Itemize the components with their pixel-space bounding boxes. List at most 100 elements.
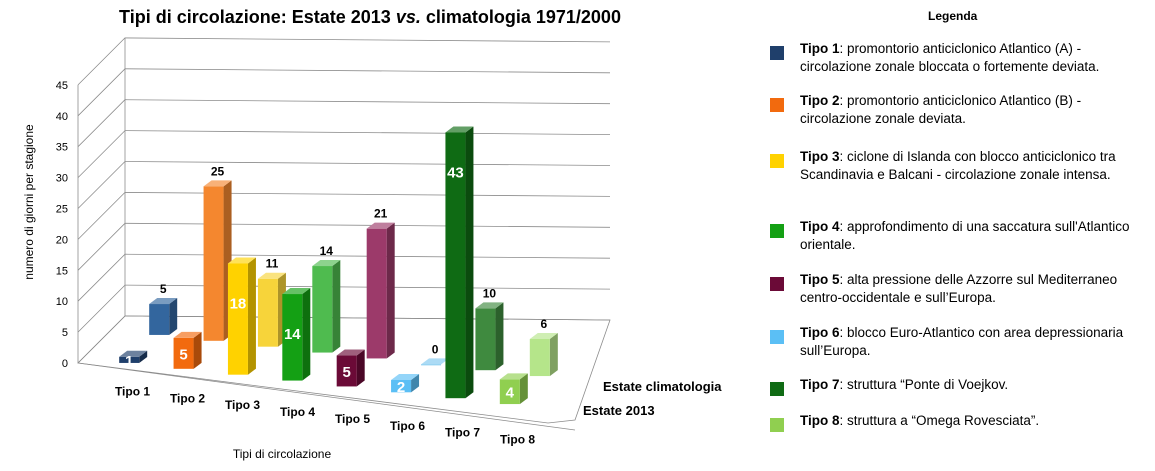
bar-front [366,228,387,359]
data-label: 11 [266,257,279,271]
y-tick-label: 45 [56,80,68,92]
y-tick-label: 15 [56,265,68,277]
legend-text: Tipo 1: promontorio anticiclonico Atlant… [800,40,1150,76]
bar-climatologia: 6 [529,317,558,377]
legend-swatch [770,154,784,168]
bar-estate-2013: 5 [173,331,202,369]
bar-side [411,373,420,393]
bar-side [332,260,341,353]
bar-climatologia: 25 [203,164,232,341]
data-label: 14 [320,244,334,258]
legend-item-description: : approfondimento di una saccatura sull'… [800,219,1130,252]
legend-item: Tipo 7: struttura “Ponte di Voejkov. [770,376,1150,424]
bar-climatologia: 10 [475,286,504,371]
legend-swatch [770,330,784,344]
bar-front [203,186,224,341]
chart: Tipi di circolazione: Estate 2013 vs. cl… [22,7,722,461]
legend-swatch [770,98,784,112]
chart-title-end: climatologia 1971/2000 [421,7,621,27]
bar-top [445,126,474,133]
legend-text: Tipo 8: struttura a “Omega Rovesciata”. [800,412,1150,430]
bar-front [499,379,520,405]
legend-item: Tipo 8: struttura a “Omega Rovesciata”. [770,412,1150,460]
bar-top [282,288,311,295]
y-tick-label: 35 [56,142,68,154]
bar-front [119,356,140,363]
bar-climatologia: 21 [366,207,395,359]
y-tick-label: 30 [56,173,68,185]
y-tick-label: 40 [56,111,68,123]
bar-front [149,304,170,335]
legend-item-name: Tipo 5 [800,272,840,287]
y-tick-label: 5 [62,327,68,339]
legend-item-description: : alta pressione delle Azzorre sul Medit… [800,272,1118,305]
x-tick-label: Tipo 6 [390,419,425,433]
legend-item: Tipo 4: approfondimento di una saccatura… [770,218,1150,266]
bar-front [391,379,412,393]
data-label: 14 [284,326,301,343]
bar-front [173,337,194,369]
legend-title: Legenda [928,9,978,23]
bar-front [336,355,357,387]
legend: Legenda Tipo 1: promontorio anticiclonic… [760,0,1155,471]
data-label: 4 [506,385,515,402]
data-label: 5 [343,364,351,381]
bar-climatologia: 0 [421,342,450,366]
bar-side [139,350,148,363]
data-label: 5 [179,346,187,363]
legend-item-name: Tipo 4 [800,219,840,234]
legend-swatch [770,418,784,432]
legend-swatch [770,277,784,291]
depth-label-clim: Estate climatologia [603,379,722,394]
bar-top [149,298,178,305]
bar-climatologia: 11 [257,257,286,347]
legend-item: Tipo 2: promontorio anticiclonico Atlant… [770,92,1150,140]
bar-side [495,302,504,371]
bar-top [257,272,286,279]
floor [77,315,611,424]
legend-text: Tipo 7: struttura “Ponte di Voejkov. [800,376,1150,394]
legend-text: Tipo 3: ciclone di Islanda con blocco an… [800,148,1150,184]
bar-top [499,373,528,380]
data-label: 10 [483,286,497,300]
bar-top [312,260,341,267]
legend-text: Tipo 6: blocco Euro-Atlantico con area d… [800,324,1150,360]
gridline [77,37,611,86]
bar-top [173,331,202,338]
y-tick-label: 0 [62,358,68,370]
legend-item: Tipo 5: alta pressione delle Azzorre sul… [770,271,1150,319]
y-tick-label: 25 [56,204,68,216]
bar-estate-2013: 14 [282,288,311,381]
legend-item: Tipo 1: promontorio anticiclonico Atlant… [770,40,1150,88]
data-label: 5 [160,282,167,296]
x-tick-label: Tipo 8 [500,433,535,447]
x-tick-label: Tipo 4 [280,405,315,419]
legend-item-description: : struttura a “Omega Rovesciata”. [839,413,1040,428]
legend-item-name: Tipo 1 [800,41,840,56]
bar-climatologia: 14 [312,244,341,353]
bar-front [529,338,550,377]
x-axis-label: Tipi di circolazione [233,447,332,461]
bar-side [356,349,365,387]
data-label: 2 [397,379,405,396]
legend-item-name: Tipo 8 [800,413,840,428]
data-label: 43 [447,164,464,181]
bar-top [203,180,232,187]
data-label: 1 [125,353,133,370]
bar-side [169,298,178,335]
bar-front [312,266,333,353]
legend-item-description: : promontorio anticiclonico Atlantico (B… [800,93,1082,126]
gridline [77,68,611,117]
x-tick-label: Tipo 7 [445,426,480,440]
bar-side [193,331,202,369]
bar-top [366,222,395,229]
legend-item-description: : ciclone di Islanda con blocco anticicl… [800,149,1116,182]
gridline [77,130,611,178]
bar-top [529,332,558,339]
x-tick-label: Tipo 3 [225,398,260,412]
legend-item-description: : blocco Euro-Atlantico con area depress… [800,325,1124,358]
bar-estate-2013: 5 [336,349,365,387]
y-tick-label: 20 [56,234,68,246]
depth-label-estate: Estate 2013 [583,403,655,418]
